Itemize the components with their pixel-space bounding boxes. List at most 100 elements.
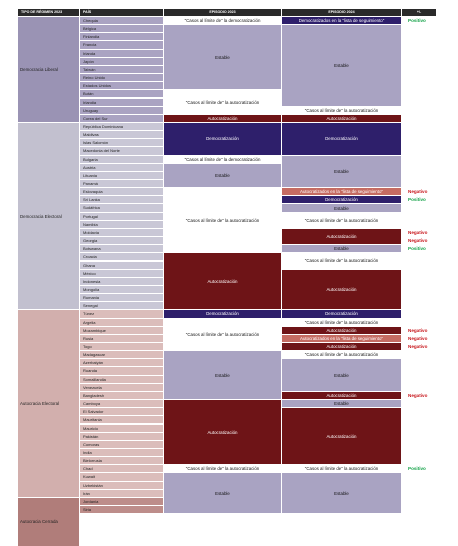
status-label: Positivo [408,466,426,472]
country-cell: India [80,448,163,458]
episode-2023-cell: Estable [164,473,281,515]
episode-2024-cell: Estable [282,155,401,189]
country-cell: Chad [80,465,163,474]
episode-2024-cell: Autocratización [282,326,401,335]
country-cell: Togo [80,343,163,352]
episode-2023-cell: Democratización [164,310,281,319]
country-cell: Siria [80,506,163,515]
country-cell: Macedonia del Norte [80,147,163,156]
episode-2024-cell: Autocratizados en la "lista de seguimien… [282,334,401,343]
episode-2023-cell: Estable [164,351,281,401]
status-label: Negativo [408,392,428,398]
country-cell: El Salvador [80,408,163,417]
episode-2024-cell: "Casos al límite de" la autocratización [282,212,401,229]
episode-2024-cell: Estable [282,359,401,392]
country-cell: Comoras [80,440,163,449]
episode-2023-cell: "Casos al límite de" la democratización [164,155,281,164]
episode-2024-cell: Estable [282,204,401,213]
country-cell: Portugal [80,212,163,221]
country-cell: Mozambique [80,326,163,335]
country-cell: Eslovaquia [80,188,163,197]
country-cell: Japón [80,57,163,66]
country-cell: Ruanda [80,367,163,376]
country-cell: República Dominicana [80,122,163,132]
country-cell: Bulgaria [80,155,163,164]
country-cell: Chequia [80,17,163,26]
country-cell: Irlanda [80,49,163,58]
country-cell: Mauricio [80,424,163,433]
episode-2023-cell: Autocratización [164,400,281,466]
episode-2024-cell: "Casos al límite de" la autocratización [282,318,401,327]
country-cell: Islas Salomón [80,139,163,148]
episode-2023-cell: "Casos al límite de" la autocratización [164,90,281,115]
status-label: Positivo [408,246,426,252]
episode-2023-cell: "Casos al límite de" la autocratización [164,465,281,474]
country-cell: Bután [80,90,163,99]
regime-label: Democracia Liberal [18,17,79,122]
country-cell: Túnez [80,310,163,319]
episode-2024-cell: "Casos al límite de" la autocratización [282,253,401,270]
episode-2023-cell: Estable [164,163,281,189]
header-episode-2024: EPISODIO 2024 [282,9,401,16]
country-cell: Moldavia [80,228,163,238]
regime-table: TIPO DE RÉGIMEN 2023 PAÍS EPISODIO 2023 … [18,9,436,546]
header-status: +/- [402,9,436,16]
status-label: Negativo [408,327,428,333]
country-cell: Pakistán [80,432,163,441]
status-label: Negativo [408,335,428,341]
episode-2024-cell: Democratización [282,122,401,156]
status-label: Negativo [408,344,428,349]
episode-2023-cell: "Casos al límite de" la autocratización [164,318,281,352]
country-cell: Rusia [80,334,163,343]
country-cell: Taiwán [80,65,163,75]
episode-2024-cell: Autocratizados en la "lista de seguimien… [282,188,401,197]
episode-2024-cell: Autocratización [282,408,401,466]
country-cell: Mongolia [80,285,163,295]
episode-2024-cell: Autocratización [282,269,401,311]
status-label: Negativo [408,238,428,244]
country-cell: Irán [80,489,163,498]
country-cell: Senegal [80,302,163,311]
country-cell: Madagascar [80,351,163,360]
episode-2024-cell: Estable [282,25,401,107]
country-cell: Azerbaiyán [80,359,163,368]
country-cell: Uzbekistán [80,481,163,490]
episode-2024-cell: Democratizados en la "lista de seguimien… [282,17,401,26]
country-cell: Jordania [80,497,163,506]
episode-2024-cell: Estable [282,245,401,254]
episode-2024-cell: Autocratización [282,228,401,246]
country-cell: Francia [80,41,163,50]
episode-2024-cell: "Casos al límite de" la autocratización [282,351,401,360]
country-cell: Ghana [80,261,163,270]
country-cell: Estados Unidos [80,82,163,91]
country-cell: Bélgica [80,25,163,34]
episode-2024-cell: Estable [282,400,401,409]
episode-2024-cell: Estable [282,473,401,515]
regime-label: Autocracia Cerrada [18,497,79,546]
episode-2024-cell: "Casos al límite de" la autocratización [282,465,401,474]
country-cell: Bielorrusia [80,457,163,466]
country-cell: Kuwait [80,473,163,482]
episode-2023-cell: Estable [164,25,281,91]
episode-2024-cell: "Casos al límite de" la autocratización [282,106,401,115]
regime-label: Democracia Electoral [18,122,79,310]
country-cell: Camboya [80,400,163,409]
episode-2023-cell: "Casos al límite de" la democratización [164,17,281,26]
episode-2024-cell: Democratización [282,196,401,205]
country-cell: Sri Lanka [80,196,163,205]
episode-2024-cell: Democratización [282,310,401,319]
country-cell: Botswana [80,245,163,254]
regime-label: Autocracia Electoral [18,310,79,497]
country-cell: Reino Unido [80,74,163,83]
country-cell: Austria [80,163,163,172]
country-cell: México [80,269,163,278]
country-cell: Bangladesh [80,391,163,401]
status-label: Negativo [408,189,428,195]
country-cell: Rumania [80,294,163,303]
status-label: Positivo [408,197,426,203]
country-cell: Panamá [80,180,163,189]
country-cell: Irlandia [80,98,163,107]
header-regime: TIPO DE RÉGIMEN 2023 [18,9,79,16]
episode-2023-cell: "Casos al límite de" la autocratización [164,188,281,254]
country-cell: Somalilandia [80,375,163,384]
